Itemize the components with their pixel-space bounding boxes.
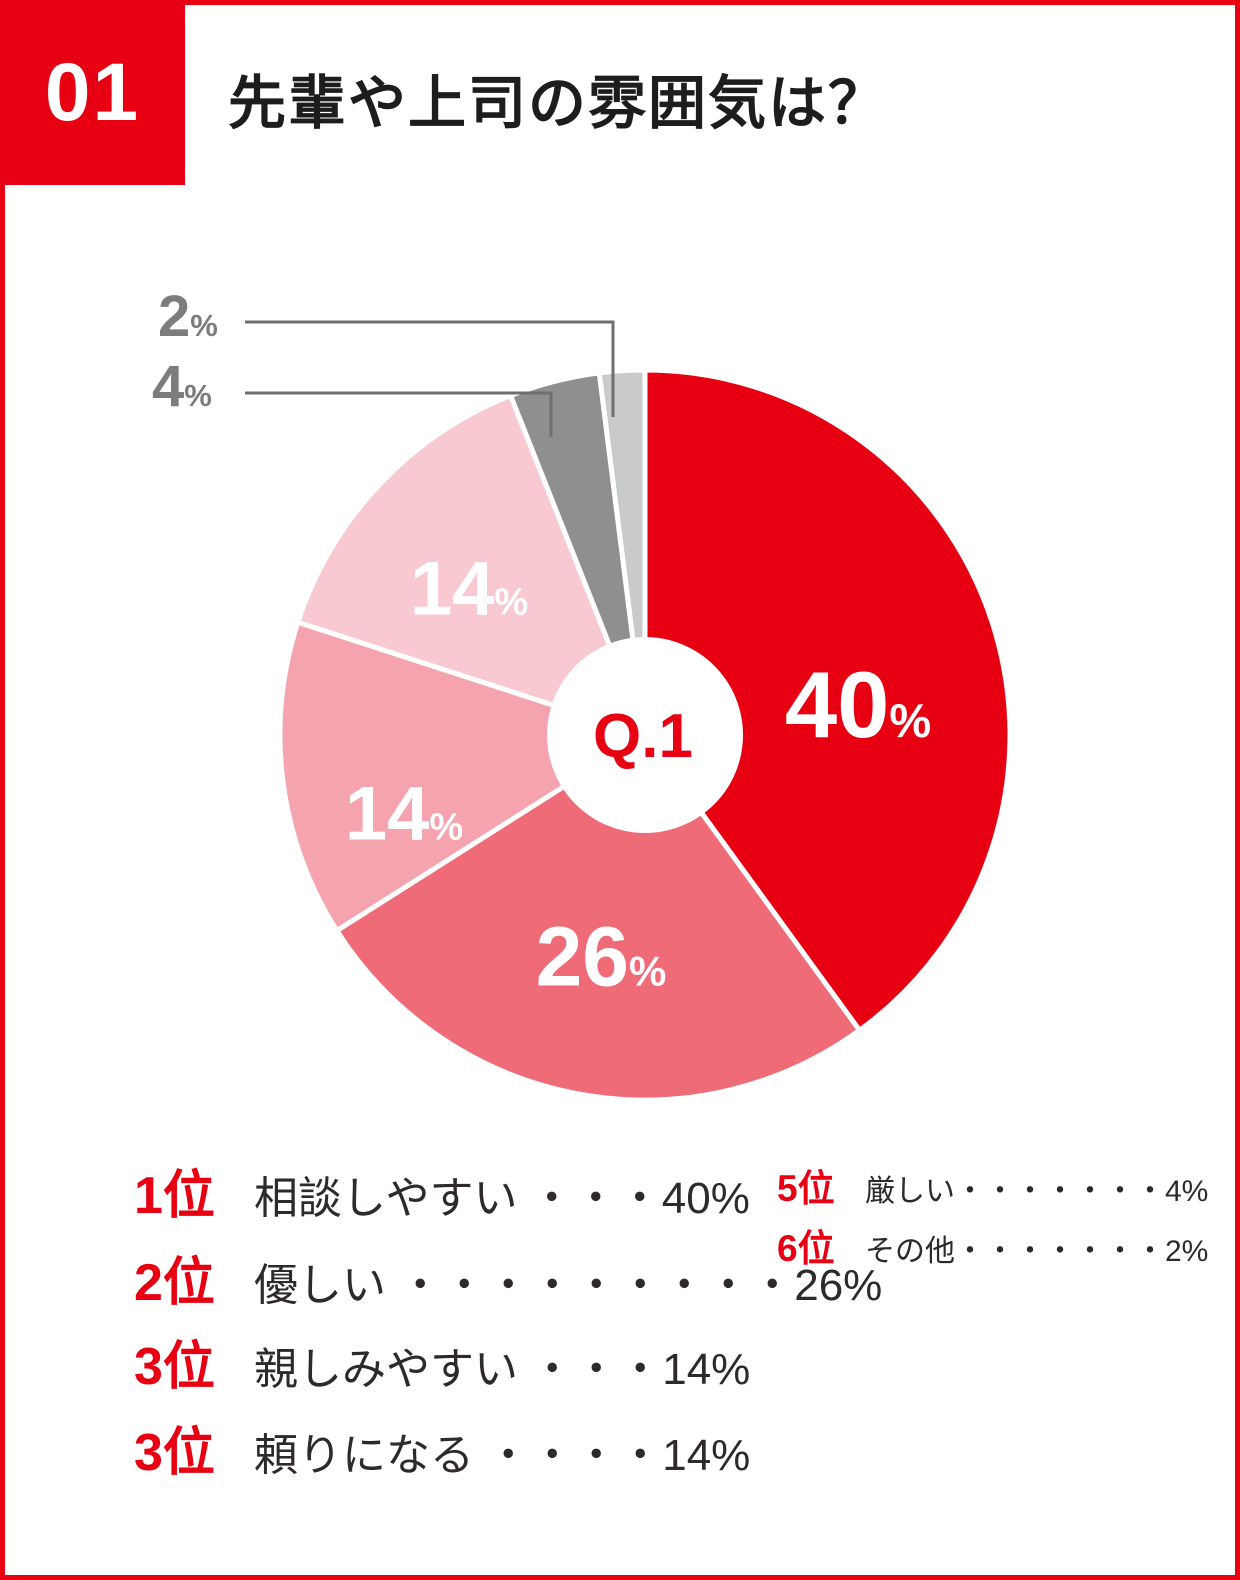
section-number: 01 [44,46,141,138]
pie-slice-4 [295,393,648,738]
callout-line-4pct [245,391,553,437]
legend-rank-label: 3位 [134,1424,215,1482]
legend-rank-label: 6位 [777,1228,835,1269]
legend-rank-label: 3位 [134,1338,215,1396]
pie-slice-2 [334,732,862,1103]
pie-slice-3 [277,619,648,934]
legend-row-rank2: 2位 優しい ・・・・・・・・・26% [134,1240,882,1315]
legend-entry-text: 頼りになる ・・・・14% [254,1431,751,1480]
legend-rank-label: 5位 [777,1168,835,1209]
callout-2pct-percent-sign: % [190,308,218,343]
pie-slice-value-label-3: 14% [345,772,463,857]
pie-slice-1 [642,367,1013,1033]
legend-entry-text: 優しい ・・・・・・・・・26% [254,1261,883,1310]
legend-row-rank5: 5位 厳しい・・・・・・・4% [777,1158,1208,1212]
legend-rank-label: 2位 [134,1254,215,1312]
legend-entry-text: 相談しやすい ・・・40% [254,1174,750,1223]
callout-2pct-value: 2 [158,284,191,349]
page-title: 先輩や上司の雰囲気は？ [228,71,889,136]
section-number-box: 01 [0,0,185,185]
legend-row-rank1: 1位 相談しやすい ・・・40% [134,1153,750,1228]
legend-row-rank6: 6位 その他・・・・・・・2% [777,1218,1208,1272]
pie-slice-value-label-4: 14% [410,547,528,632]
legend-entry-text: その他・・・・・・・2% [865,1235,1209,1268]
legend-row-rank3a: 3位 親しみやすい ・・・14% [134,1324,750,1399]
donut-hole [547,637,743,833]
pie-slice-value-label-1: 40% [785,652,931,757]
legend-rank-label: 1位 [134,1167,215,1225]
legend-entry-text: 親しみやすい ・・・14% [254,1345,751,1394]
callout-4pct-percent-sign: % [184,378,212,413]
callout-line-2pct [245,320,615,417]
callout-4pct-value: 4 [152,354,185,419]
pie-slice-value-label-2: 26% [536,909,667,1003]
callout-label-2pct: 2% [158,288,218,346]
legend-entry-text: 厳しい・・・・・・・4% [865,1175,1209,1208]
legend-row-rank3b: 3位 頼りになる ・・・・14% [134,1410,750,1485]
callout-label-4pct: 4% [152,358,212,416]
pie-center-label: Q.1 [593,702,693,771]
